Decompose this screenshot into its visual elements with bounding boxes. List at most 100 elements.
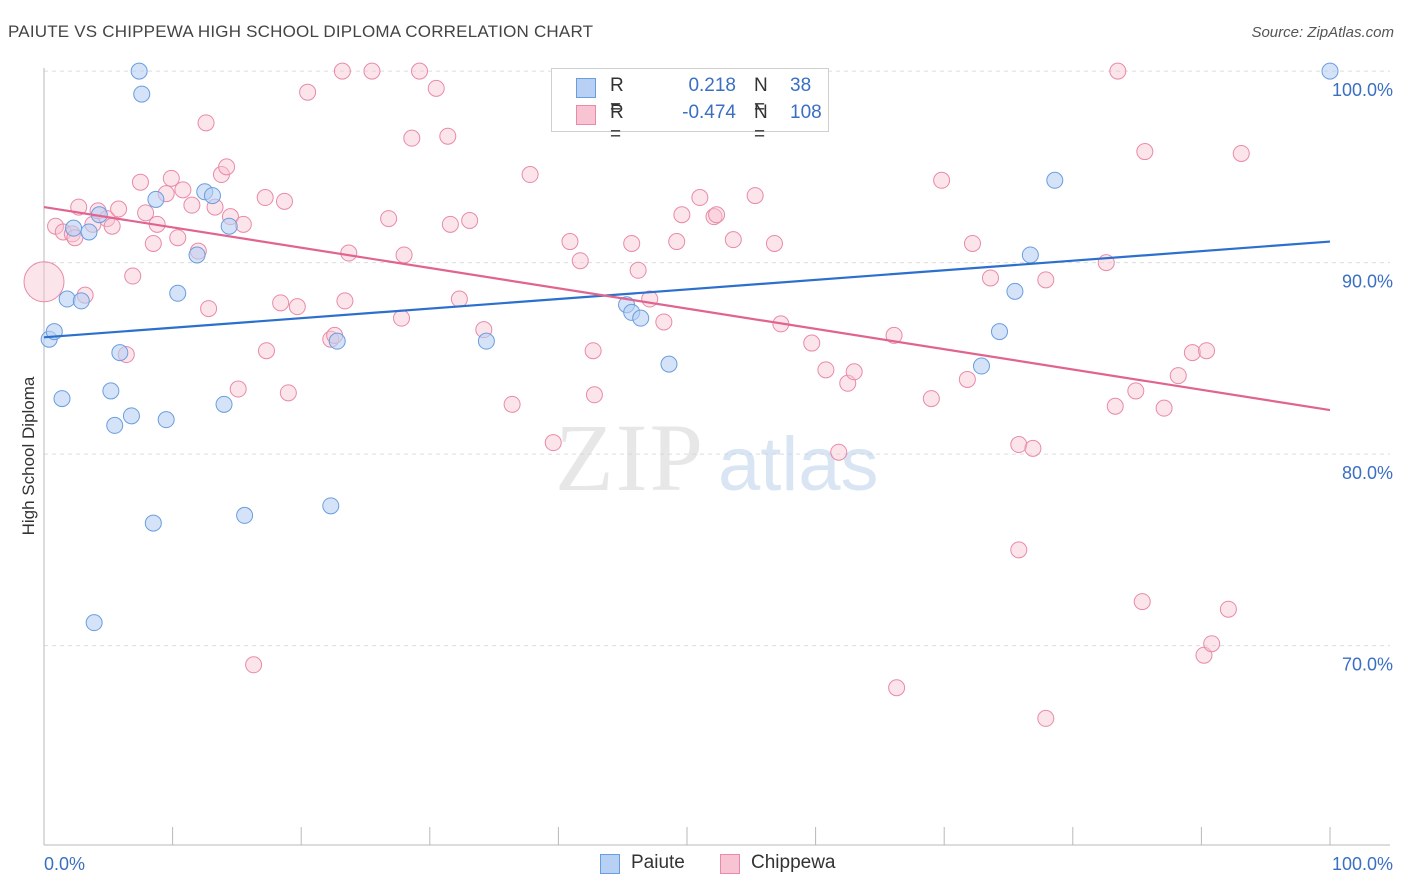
paiute-point [102, 382, 120, 400]
chippewa-point [393, 309, 411, 327]
chippewa-point [933, 171, 951, 189]
paiute-point [169, 284, 187, 302]
chippewa-point [963, 234, 981, 252]
paiute-point [1046, 171, 1064, 189]
paiute-points [40, 62, 1339, 632]
paiute-point [220, 217, 238, 235]
paiute-swatch [576, 78, 596, 98]
chippewa-point [427, 79, 445, 97]
y-tick-label: 80.0% [1342, 463, 1393, 483]
paiute-trend-line [43, 240, 1331, 339]
chippewa-point [521, 166, 539, 184]
paiute-point [322, 497, 340, 515]
chippewa-point [245, 656, 263, 674]
chippewa-point [218, 158, 236, 176]
paiute-point [632, 309, 650, 327]
chippewa-point [103, 217, 121, 235]
chippewa-point [691, 189, 709, 207]
chippewa-point [1127, 382, 1145, 400]
chippewa-point [765, 234, 783, 252]
chippewa-point [708, 206, 726, 224]
chippewa-point [830, 443, 848, 461]
paiute-point [236, 506, 254, 524]
chippewa-point [279, 384, 297, 402]
x-tick-label-start: 0.0% [44, 854, 85, 874]
chippewa-point [922, 390, 940, 408]
chippewa-point [655, 313, 673, 331]
chippewa-point [450, 290, 468, 308]
chippewa-point [1109, 62, 1127, 80]
r-label: R = [610, 75, 624, 118]
chippewa-point [1183, 344, 1201, 362]
chippewa-point [958, 370, 976, 388]
r-value: -0.474 [682, 102, 736, 123]
chippewa-point [174, 181, 192, 199]
chippewa-point [845, 363, 863, 381]
chippewa-point [746, 187, 764, 205]
chippewa-point [1037, 271, 1055, 289]
chippewa-point [1219, 600, 1237, 618]
paiute-point [972, 357, 990, 375]
paiute-point [106, 416, 124, 434]
paiute-point [111, 344, 129, 362]
paiute-point [72, 292, 90, 310]
chippewa-point [299, 83, 317, 101]
n-value: 38 [790, 75, 812, 96]
chippewa-point [1232, 144, 1250, 162]
paiute-point [130, 62, 148, 80]
paiute-point [215, 395, 233, 413]
chippewa-point [256, 189, 274, 207]
chippewa-point [340, 244, 358, 262]
chippewa-point [571, 252, 589, 270]
source-label: Source: ZipAtlas.com [1251, 24, 1394, 41]
chippewa-point [1169, 367, 1187, 385]
paiute-point [133, 85, 151, 103]
chippewa-point [629, 261, 647, 279]
chippewa-point [503, 395, 521, 413]
chippewa-point [137, 204, 155, 222]
y-tick-labels: 100.0% 90.0% 80.0% 70.0% [1332, 80, 1393, 675]
x-ticks [43, 827, 1331, 845]
chippewa-trend-line [43, 206, 1331, 412]
chippewa-point [131, 173, 149, 191]
chippewa-point [336, 292, 354, 310]
paiute-point [122, 407, 140, 425]
chippewa-point [803, 334, 821, 352]
paiute-point [157, 411, 175, 429]
chippewa-point [1037, 709, 1055, 727]
chippewa-point [561, 233, 579, 251]
paiute-swatch [600, 854, 620, 874]
chippewa-point [333, 62, 351, 80]
chippewa-point [1155, 399, 1173, 417]
chippewa-swatch [720, 854, 740, 874]
chippewa-point [395, 246, 413, 264]
paiute-point [144, 514, 162, 532]
chippewa-point [272, 294, 290, 312]
chippewa-point [981, 269, 999, 287]
chippewa-point [885, 326, 903, 344]
chippewa-point [705, 208, 723, 226]
paiute-point [660, 355, 678, 373]
y-tick-label: 100.0% [1332, 80, 1393, 100]
paiute-point [80, 223, 98, 241]
chippewa-point [403, 129, 421, 147]
paiute-point [203, 187, 221, 205]
chippewa-point [288, 298, 306, 316]
chippewa-point [1010, 436, 1028, 454]
chippewa-point [1198, 342, 1216, 360]
chippewa-points [23, 62, 1250, 727]
y-tick-label: 90.0% [1342, 272, 1393, 292]
paiute-point [147, 190, 165, 208]
chippewa-point [197, 114, 215, 132]
correlation-legend: R = 0.218 N = 38 R = -0.474 N = 108 [551, 68, 829, 145]
watermark-atlas: atlas [718, 422, 879, 507]
chippewa-point [585, 386, 603, 404]
paiute-point [65, 219, 83, 237]
r-value: 0.218 [688, 75, 736, 96]
y-tick-label: 70.0% [1342, 655, 1393, 675]
paiute-point [1021, 246, 1039, 264]
chippewa-point [544, 434, 562, 452]
paiute-point [328, 332, 346, 350]
chippewa-point [1106, 397, 1124, 415]
chippewa-point [673, 206, 691, 224]
